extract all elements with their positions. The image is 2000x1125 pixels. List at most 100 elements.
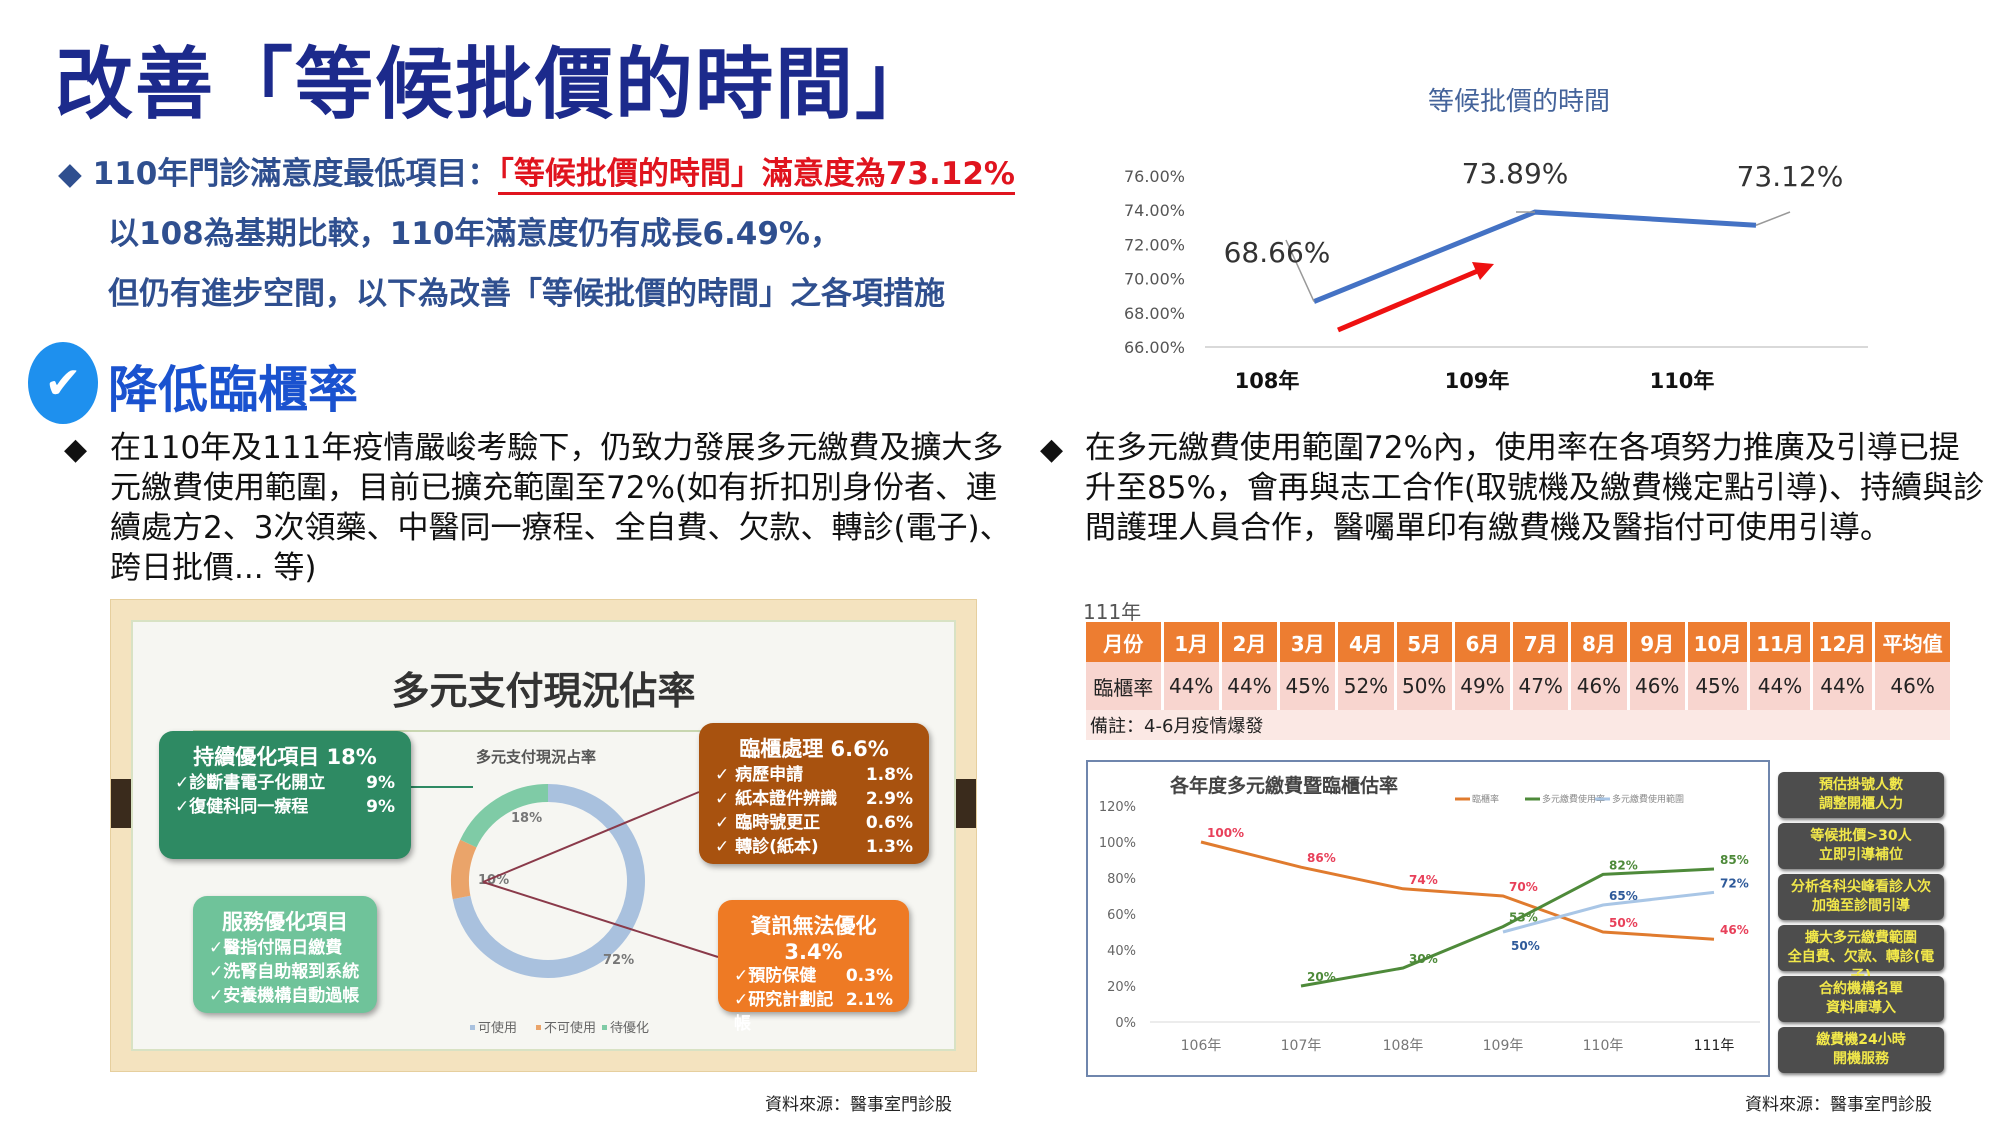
counter-process-box: 臨櫃處理 6.6% ✓ 病歷申請 1.8% ✓ 紙本證件辨識 2.9% ✓ 臨時號更正 0.… — [699, 723, 929, 864]
action-text: 調整開櫃人力 — [1819, 796, 1903, 812]
yearly-chart-frame — [1086, 760, 1770, 1077]
table-cell: 44% — [1221, 662, 1278, 710]
action-text: 資料庫導入 — [1826, 1000, 1896, 1016]
box-item: ✓醫指付隔日繳費 — [193, 936, 377, 960]
x-tick-label: 110年 — [1650, 369, 1715, 393]
source-label: 資料來源：醫事室門診股 — [1745, 1095, 1932, 1115]
action-text: 繳費機24小時 — [1816, 1032, 1906, 1048]
y-tick-label: 100% — [1099, 836, 1136, 851]
item-label: ✓ 病歷申請 — [715, 765, 804, 785]
data-label: 50% — [1609, 916, 1638, 930]
table-cell: 47% — [1513, 662, 1569, 710]
table-year: 111年 — [1083, 600, 1142, 624]
legend-swatch — [470, 1025, 475, 1030]
slice-label: 10% — [478, 873, 509, 888]
data-label: 73.89% — [1462, 157, 1569, 190]
box-item: ✓洗腎自助報到系統 — [193, 960, 377, 984]
action-text: 加強至診間引導 — [1812, 898, 1910, 914]
payment-donut-chart: 多元支付現況占率 72% 10% 18% 可使用 不可使用 待優化 — [389, 748, 719, 1036]
connector-line — [482, 791, 700, 883]
data-label: 82% — [1609, 858, 1638, 872]
table-header-cell: 10月 — [1687, 622, 1748, 662]
data-label: 46% — [1720, 923, 1749, 937]
y-tick-label: 66.00% — [1124, 338, 1185, 357]
legend-label: 臨櫃率 — [1472, 793, 1499, 805]
item-value: 9% — [366, 797, 395, 817]
data-label: 86% — [1307, 851, 1336, 865]
counter-rate-table: 月份 1月 2月 3月 4月 5月 6月 7月 8月 9月 10月 11月 12月 平均值 臨櫃率 44% 4… — [1083, 622, 1953, 740]
action-text: 開機服務 — [1833, 1051, 1889, 1067]
item-label: ✓研究計劃記帳 — [734, 990, 834, 1034]
connector-line — [482, 881, 719, 958]
data-label: 74% — [1409, 873, 1438, 887]
action-item: 合約機構名單 資料庫導入 — [1778, 976, 1944, 1022]
item-label: ✓ 紙本證件辨識 — [715, 789, 838, 809]
action-text: 預估掛號人數 — [1819, 777, 1903, 793]
box-title: 資訊無法優化 3.4% — [750, 914, 877, 964]
diamond-bullet-icon: ◆ — [1040, 432, 1064, 467]
data-label: 73.12% — [1737, 160, 1844, 193]
table-header-cell: 11月 — [1750, 622, 1810, 662]
arrow-head-icon — [1472, 262, 1494, 280]
item-value: 1.8% — [865, 765, 913, 785]
table-cell: 45% — [1280, 662, 1336, 710]
legend-label: 多元繳費使用率 — [1542, 793, 1605, 805]
box-item: ✓ 紙本證件辨識 2.9% — [699, 787, 929, 811]
diamond-bullet-icon: ◆ — [64, 432, 88, 467]
summary-line-3: 但仍有進步空間，以下為改善「等候批價的時間」之各項措施 — [108, 276, 945, 312]
continue-optimize-box: 持續優化項目 18% ✓診斷書電子化開立 9% ✓復健科同一療程 9% — [159, 731, 411, 859]
payment-ratio-panel: 多元支付現況佔率 多元支付現況占率 72% 10% 18% 可使用 不可使用 待優化 持續優… — [131, 620, 956, 1051]
right-paragraph: 在多元繳費使用範圍72%內，使用率在各項努力推廣及引導已提升至85%，會再與志工… — [1085, 430, 1985, 546]
x-tick-label: 111年 — [1694, 1038, 1735, 1054]
legend-swatch — [602, 1025, 607, 1030]
y-tick-label: 0% — [1115, 1016, 1136, 1031]
table-cell: 46% — [1875, 662, 1950, 710]
table-header-cell: 平均值 — [1875, 622, 1950, 662]
donut-slice — [452, 784, 645, 978]
table-note: 備註：4-6月疫情爆發 — [1086, 710, 1950, 740]
summary-line-1: ◆ 110年門診滿意度最低項目：「等候批價的時間」滿意度為73.12% — [58, 148, 1015, 195]
y-tick-label: 76.00% — [1124, 167, 1185, 186]
data-label: 50% — [1511, 939, 1540, 953]
y-tick-label: 74.00% — [1124, 201, 1185, 220]
trend-arrow — [1337, 267, 1481, 333]
item-label: ✓診斷書電子化開立 — [175, 773, 326, 793]
donut-slice — [451, 839, 477, 900]
checkmark-icon: ✔ — [28, 342, 98, 424]
payment-title: 多元支付現況佔率 — [391, 669, 696, 713]
table-cell: 45% — [1687, 662, 1748, 710]
action-item: 繳費機24小時 開機服務 — [1778, 1027, 1944, 1073]
donut-slice — [460, 784, 549, 848]
box-item: ✓ 轉診(紙本) 1.3% — [699, 835, 929, 859]
table-header-cell: 月份 — [1086, 622, 1161, 662]
table-cell: 46% — [1571, 662, 1627, 710]
data-label: 68.66% — [1224, 236, 1331, 269]
data-label: 20% — [1307, 970, 1336, 984]
item-label: ✓醫指付隔日繳費 — [209, 938, 343, 958]
table-header-cell: 12月 — [1812, 622, 1873, 662]
item-value: 1.3% — [865, 837, 913, 857]
summary-prefix: 110年門診滿意度最低項目： — [92, 156, 499, 192]
table-cell: 44% — [1163, 662, 1219, 710]
action-item: 等候批價>30人 立即引導補位 — [1778, 823, 1944, 869]
box-item: ✓ 病歷申請 1.8% — [699, 763, 929, 787]
table-header-cell: 2月 — [1221, 622, 1278, 662]
y-tick-label: 70.00% — [1124, 270, 1185, 289]
payment-ratio-image: 多元支付現況佔率 多元支付現況占率 72% 10% 18% 可使用 不可使用 待優化 持續優… — [110, 599, 977, 1072]
data-label: 30% — [1409, 952, 1438, 966]
service-optimize-box: 服務優化項目 ✓醫指付隔日繳費 ✓洗腎自助報到系統 ✓安養機構自動過帳 — [193, 896, 377, 1013]
summary-highlight: 「等候批價的時間」滿意度為73.12% — [498, 156, 1015, 195]
box-title: 持續優化項目 18% — [193, 745, 377, 769]
box-item: ✓預防保健 0.3% — [718, 964, 909, 988]
x-tick-label: 108年 — [1235, 369, 1300, 393]
y-tick-label: 60% — [1107, 908, 1136, 923]
item-label: ✓洗腎自助報到系統 — [209, 962, 360, 982]
x-tick-label: 109年 — [1483, 1038, 1524, 1054]
y-tick-label: 120% — [1099, 800, 1136, 815]
y-tick-label: 20% — [1107, 980, 1136, 995]
table-header-cell: 4月 — [1338, 622, 1394, 662]
slice-label: 18% — [511, 811, 542, 826]
donut-title: 多元支付現況占率 — [476, 748, 596, 766]
summary-line-2: 以108為基期比較，110年滿意度仍有成長6.49%， — [108, 216, 841, 252]
